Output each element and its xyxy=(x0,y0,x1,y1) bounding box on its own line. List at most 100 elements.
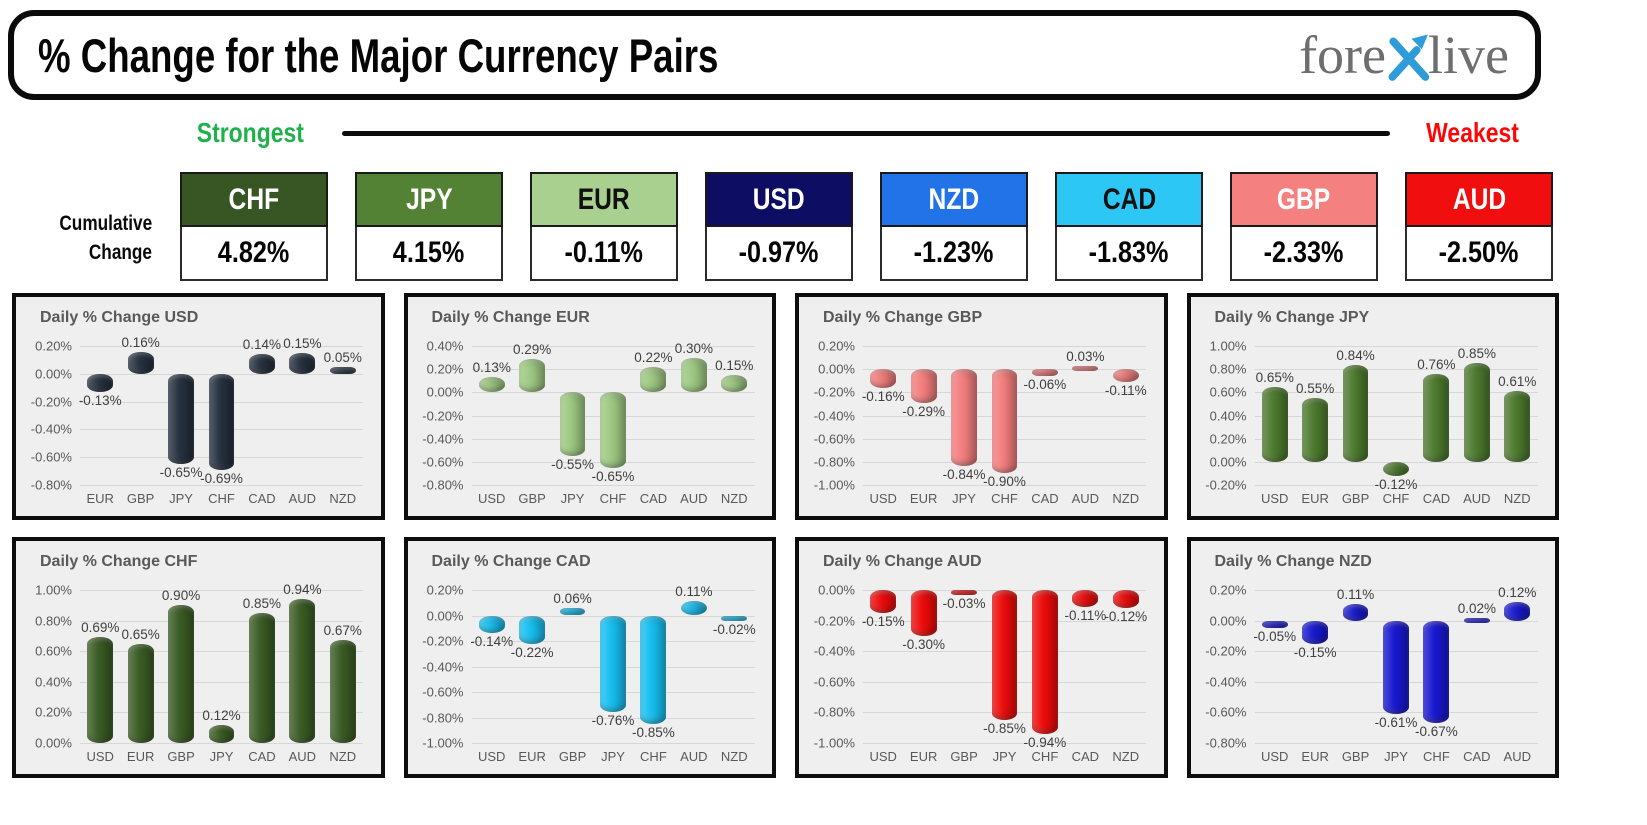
bar-cad xyxy=(640,366,667,393)
y-axis-tick-label: -0.60% xyxy=(1205,704,1247,720)
x-category-label: CHF xyxy=(599,491,627,506)
y-axis-tick-label: -0.40% xyxy=(30,421,72,437)
bar-cad xyxy=(1072,590,1099,607)
cumulative-change-row: Cumulative Change CHF 4.82% JPY 4.15% EUR -0.… xyxy=(0,172,1647,281)
grid-line xyxy=(80,590,363,591)
bar-value-label: 0.85% xyxy=(242,595,282,611)
strength-axis-line xyxy=(341,130,1390,136)
strongest-label: Strongest xyxy=(196,117,304,148)
x-category-label: JPY xyxy=(952,491,976,506)
x-category-label: CHF xyxy=(1031,749,1059,764)
bar-value-label: -0.69% xyxy=(200,470,243,486)
bar-value-label: 0.55% xyxy=(1295,381,1335,397)
y-axis-tick-label: 0.00% xyxy=(426,384,464,400)
bar-gbp xyxy=(1342,603,1369,621)
x-category-label: USD xyxy=(869,749,897,764)
bar-aud xyxy=(680,357,707,393)
x-category-label: EUR xyxy=(1301,491,1329,506)
bar-value-label: -0.13% xyxy=(78,392,122,408)
chart-plot-area: 0.00% -0.20% -0.40% -0.60% -0.80% -1.00% -0.15… xyxy=(809,571,1156,768)
currency-code-label: EUR xyxy=(578,182,630,216)
bar-value-label: -0.90% xyxy=(983,474,1026,490)
grid-line xyxy=(471,743,755,744)
x-category-label: GBP xyxy=(558,749,587,764)
y-axis-tick-label: 0.20% xyxy=(1209,431,1247,447)
grid-line xyxy=(471,717,755,719)
chart-plot-area: 0.40% 0.20% 0.00% -0.20% -0.40% -0.60% -0.80% 0… xyxy=(418,327,765,510)
bar-usd xyxy=(1261,620,1288,629)
bar-nzd xyxy=(329,640,356,743)
y-axis-tick-label: -0.60% xyxy=(30,449,72,465)
currency-code-header: CHF xyxy=(180,172,328,227)
bar-value-label: -0.55% xyxy=(551,457,594,473)
y-axis-tick-label: -0.40% xyxy=(813,408,855,423)
y-axis-tick-label: -0.80% xyxy=(813,454,855,470)
grid-line xyxy=(471,346,755,347)
bar-value-label: -0.15% xyxy=(1293,644,1337,660)
x-category-label: CHF xyxy=(1382,491,1410,506)
x-category-label: USD xyxy=(1260,491,1289,506)
bar-jpy xyxy=(168,373,194,465)
bar-value-label: 0.12% xyxy=(1498,585,1537,601)
y-axis-tick-label: -0.40% xyxy=(422,431,464,447)
y-axis-tick-label: -0.80% xyxy=(30,477,72,493)
chart-eur: Daily % Change EUR 0.40% 0.20% 0.00% -0.20% -… xyxy=(403,293,776,520)
y-axis-tick-label: 0.80% xyxy=(1209,361,1247,377)
x-category-label: EUR xyxy=(86,491,114,506)
bar-value-label: 0.65% xyxy=(1255,369,1294,385)
currency-box-jpy: JPY 4.15% xyxy=(355,172,503,281)
bar-usd xyxy=(87,637,114,743)
cumulative-value-box: -1.83% xyxy=(1055,227,1203,281)
cumulative-value: -1.83% xyxy=(1089,236,1169,269)
chart-title: Daily % Change JPY xyxy=(1214,309,1370,326)
bar-value-label: -0.05% xyxy=(1253,629,1297,645)
bar-value-label: 0.11% xyxy=(675,584,713,600)
bar-value-label: 0.30% xyxy=(674,340,713,356)
bar-value-label: 0.84% xyxy=(1336,347,1375,363)
x-category-label: JPY xyxy=(560,491,585,506)
bar-chf xyxy=(991,369,1018,474)
y-axis-tick-label: -0.20% xyxy=(813,384,855,400)
y-axis-tick-label: -0.20% xyxy=(30,394,72,410)
x-category-label: NZD xyxy=(1503,491,1531,506)
bar-gbp xyxy=(168,605,194,743)
x-category-label: USD xyxy=(869,491,897,506)
bar-jpy xyxy=(208,724,235,743)
bar-jpy xyxy=(600,615,626,713)
x-category-label: AUD xyxy=(1463,491,1491,506)
y-axis-tick-label: -0.20% xyxy=(1205,477,1247,493)
bar-value-label: 0.67% xyxy=(323,623,362,639)
currency-code-header: NZD xyxy=(880,172,1028,227)
y-axis-tick-label: -0.20% xyxy=(422,408,464,423)
bar-gbp xyxy=(519,358,546,393)
y-axis-tick-label: 0.00% xyxy=(1209,613,1247,629)
daily-change-charts: Daily % Change USD 0.20% 0.00% -0.20% -0.40%… xyxy=(12,293,1559,778)
grid-line xyxy=(1254,392,1538,394)
x-category-label: USD xyxy=(477,491,506,506)
bar-eur xyxy=(519,615,546,644)
x-category-label: GBP xyxy=(167,749,195,764)
y-axis-tick-label: -0.80% xyxy=(422,477,464,493)
y-axis-tick-label: 0.20% xyxy=(35,338,72,354)
currency-box-usd: USD -0.97% xyxy=(705,172,853,281)
y-axis-tick-label: 0.20% xyxy=(818,338,855,354)
bar-value-label: -0.11% xyxy=(1104,382,1147,398)
bar-value-label: -0.85% xyxy=(632,724,675,740)
x-category-label: GBP xyxy=(1341,491,1370,506)
grid-line xyxy=(863,485,1146,486)
bar-value-label: -0.11% xyxy=(1064,607,1107,623)
y-axis-tick-label: -0.80% xyxy=(1205,735,1247,751)
currency-code-header: GBP xyxy=(1230,172,1378,227)
chart-plot-area: 1.00% 0.80% 0.60% 0.40% 0.20% 0.00% -0.20% 0.65… xyxy=(1201,327,1548,510)
cumulative-label-line1: Cumulative xyxy=(59,212,152,236)
currency-code-label: NZD xyxy=(928,182,980,216)
grid-line xyxy=(80,743,363,744)
x-category-label: CAD xyxy=(1463,749,1491,764)
bar-value-label: -0.12% xyxy=(1104,609,1148,625)
x-category-label: CHF xyxy=(208,491,235,506)
bar-value-label: -0.65% xyxy=(159,465,203,481)
bar-value-label: 0.76% xyxy=(1417,356,1456,372)
y-axis-tick-label: -0.60% xyxy=(422,454,464,470)
grid-line xyxy=(471,369,755,371)
bar-chf xyxy=(208,373,235,470)
